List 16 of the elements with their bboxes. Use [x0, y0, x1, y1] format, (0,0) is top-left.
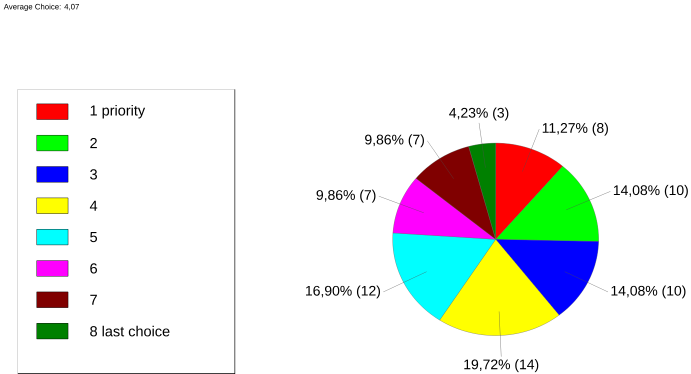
- legend-label: 8 last choice: [90, 326, 170, 336]
- data-label: 14,08% (10): [612, 285, 686, 298]
- data-label: 19,72% (14): [464, 358, 538, 372]
- data-label: 4,23% (3): [449, 107, 508, 120]
- legend-label: 1 priority: [90, 104, 146, 118]
- legend-label: 2: [90, 138, 97, 148]
- legend-label: 7: [90, 294, 97, 305]
- legend-label: 6: [90, 263, 97, 274]
- legend-label: 4: [90, 200, 98, 211]
- data-label: 16,90% (12): [306, 285, 380, 298]
- data-label: 9,86% (7): [316, 190, 376, 203]
- data-label: 9,86% (7): [365, 134, 424, 148]
- data-label: 14,08% (10): [614, 184, 688, 198]
- legend-label: 3: [90, 169, 97, 180]
- legend-label: 5: [90, 232, 98, 242]
- data-label: 11,27% (8): [542, 122, 608, 136]
